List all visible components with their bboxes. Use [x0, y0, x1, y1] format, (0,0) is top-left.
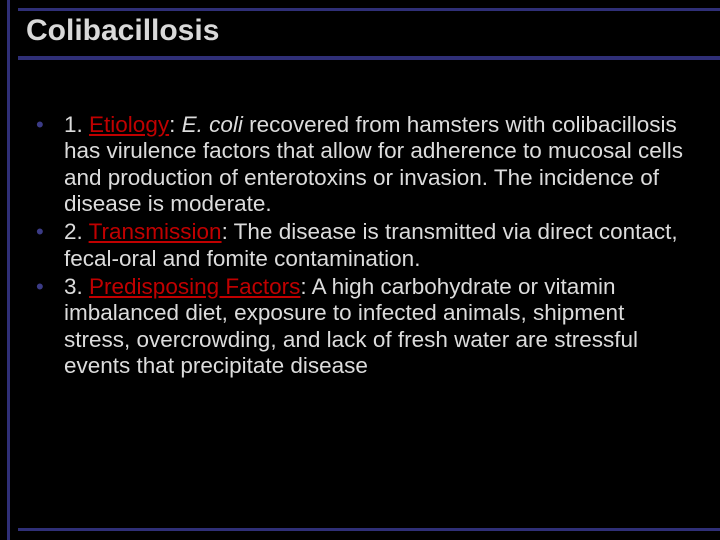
bullet-item-2: 2. Transmission: The disease is transmit…	[30, 219, 692, 272]
bullet-list: 1. Etiology: E. coli recovered from hams…	[30, 112, 692, 379]
bullet-2-label: Transmission	[89, 219, 222, 244]
bullet-1-sep: :	[169, 112, 182, 137]
bullet-1-italic: E. coli	[182, 112, 243, 137]
top-rule-1	[18, 8, 720, 11]
bullet-item-1: 1. Etiology: E. coli recovered from hams…	[30, 112, 692, 217]
bullet-1-lead: 1.	[64, 112, 89, 137]
vertical-rule	[7, 0, 10, 540]
bullet-2-lead: 2.	[64, 219, 89, 244]
top-rule-2	[18, 56, 720, 60]
bullet-item-3: 3. Predisposing Factors: A high carbohyd…	[30, 274, 692, 379]
slide-title: Colibacillosis	[26, 14, 219, 48]
bullet-3-sep: :	[300, 274, 311, 299]
bottom-rule	[18, 528, 720, 531]
slide: Colibacillosis 1. Etiology: E. coli reco…	[0, 0, 720, 540]
bullet-1-label: Etiology	[89, 112, 169, 137]
bullet-3-lead: 3.	[64, 274, 89, 299]
bullet-3-label: Predisposing Factors	[89, 274, 300, 299]
slide-body: 1. Etiology: E. coli recovered from hams…	[30, 112, 692, 381]
bullet-2-sep: :	[222, 219, 234, 244]
